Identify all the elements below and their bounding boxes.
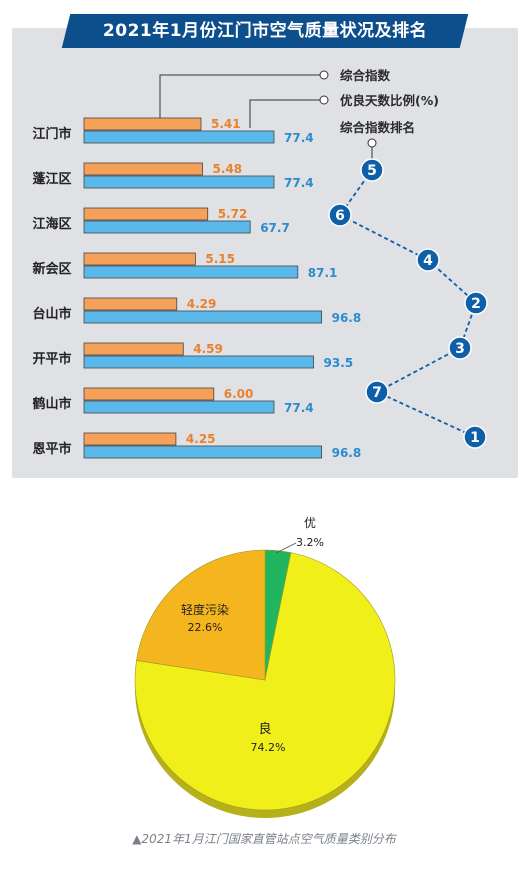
composite-value-label: 5.15 [205, 252, 235, 266]
composite-bar [83, 342, 184, 356]
category-label: 蓬江区 [32, 171, 71, 187]
pie-leader-line [275, 542, 297, 554]
ratio-bar [83, 310, 323, 324]
ratio-bar [83, 445, 323, 459]
composite-bar [83, 252, 196, 266]
composite-legend-line [159, 74, 320, 118]
category-label: 江海区 [32, 216, 71, 232]
rank-legend-marker [367, 138, 377, 148]
ratio-legend-line [249, 99, 320, 128]
ratio-value-label: 96.8 [332, 311, 362, 325]
composite-value-label: 4.29 [187, 297, 217, 311]
ratio-bar [83, 265, 299, 279]
category-label: 江门市 [32, 126, 71, 142]
ratio-value-label: 77.4 [284, 176, 314, 190]
rank-marker [416, 248, 440, 272]
composite-bar [83, 297, 178, 311]
ratio-value-label: 77.4 [284, 131, 314, 145]
ratio-value-label: 96.8 [332, 446, 362, 460]
rank-label: 7 [372, 385, 382, 401]
pie-label: 良 [258, 721, 271, 737]
ratio-value-label: 67.7 [260, 221, 290, 235]
category-label: 新会区 [32, 261, 71, 277]
rank-marker [365, 380, 389, 404]
composite-value-label: 4.59 [193, 342, 223, 356]
rank-marker [360, 158, 384, 182]
rank-legend-label: 综合指数排名 [340, 120, 415, 135]
category-label: 台山市 [32, 306, 71, 322]
composite-legend-marker [319, 70, 329, 80]
pie-percent-label: 22.6% [188, 621, 223, 634]
category-label: 恩平市 [32, 441, 71, 457]
rank-marker [448, 336, 472, 360]
ratio-value-label: 77.4 [284, 401, 314, 415]
rank-label: 5 [367, 163, 377, 179]
rank-label: 4 [423, 253, 433, 269]
pie-caption: ▲2021年1月江门国家直管站点空气质量类别分布 [132, 832, 396, 846]
composite-legend-label: 综合指数 [340, 68, 391, 83]
ratio-value-label: 93.5 [324, 356, 354, 370]
ratio-bar [83, 220, 251, 234]
ratio-legend-marker [319, 95, 329, 105]
composite-bar [83, 162, 203, 176]
composite-bar [83, 387, 215, 401]
rank-marker [463, 425, 487, 449]
composite-value-label: 5.48 [213, 162, 243, 176]
rank-path [338, 169, 478, 438]
rank-marker [464, 291, 488, 315]
rank-marker [328, 203, 352, 227]
ratio-bar [83, 130, 275, 144]
ratio-bar [83, 355, 314, 369]
category-label: 鹤山市 [32, 396, 71, 412]
composite-value-label: 6.00 [224, 387, 254, 401]
composite-bar [83, 207, 209, 221]
rank-label: 3 [455, 341, 465, 357]
ratio-legend-label: 优良天数比例(%) [340, 93, 439, 108]
chart-title: 2021年1月份江门市空气质量状况及排名 [102, 21, 428, 41]
rank-label: 2 [471, 296, 481, 312]
composite-value-label: 5.72 [218, 207, 248, 221]
composite-value-label: 5.41 [211, 117, 241, 131]
composite-bar [83, 117, 202, 131]
category-label: 开平市 [32, 351, 71, 367]
pie-percent-label: 3.2% [296, 536, 324, 549]
pie-slice [134, 552, 396, 811]
ratio-bar [83, 400, 275, 414]
ratio-value-label: 87.1 [308, 266, 338, 280]
pie-percent-label: 74.2% [251, 741, 286, 754]
pie-label: 优 [304, 516, 316, 530]
rank-label: 6 [335, 208, 345, 224]
composite-value-label: 4.25 [186, 432, 216, 446]
chart-canvas: 江门市 5.41 77.4 蓬江区 5.48 77.4 江海区 5.72 67.7 新会区 5.15… [32, 68, 488, 818]
ratio-bar [83, 175, 275, 189]
rank-label: 1 [470, 430, 480, 446]
composite-bar [83, 432, 177, 446]
pie-label: 轻度污染 [181, 602, 229, 617]
pie-slice [136, 549, 266, 681]
